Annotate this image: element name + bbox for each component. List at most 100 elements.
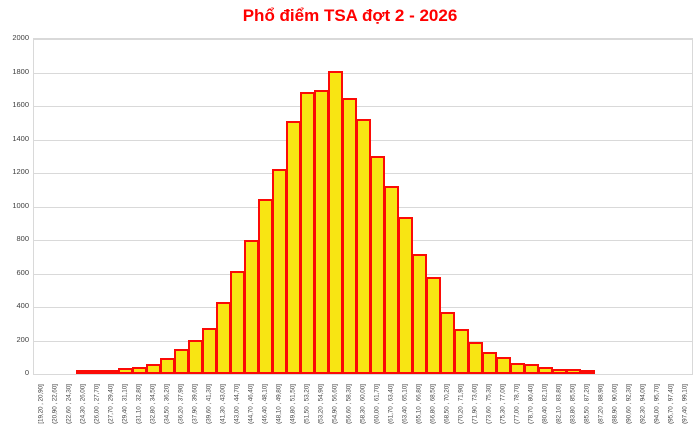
y-axis-tick-label: 1800 (12, 66, 29, 76)
x-axis-tick-label: (63,40 , 65,10] (401, 384, 409, 424)
x-axis-tick-label: [19,20 , 20,90] (37, 384, 45, 424)
x-axis-tick-label: (51,50 , 53,20] (303, 384, 311, 424)
histogram-bar (538, 367, 553, 374)
x-axis-tick-label: (39,60 , 41,30] (205, 384, 213, 424)
histogram-bar (244, 240, 259, 374)
y-axis-tick-label: 1600 (12, 100, 29, 109)
histogram-bar (90, 370, 105, 374)
histogram-bar (118, 368, 133, 374)
x-axis-tick-label: (58,30 , 60,00] (359, 384, 367, 424)
histogram-bar (482, 352, 497, 374)
histogram-bar (202, 328, 217, 374)
plot-area (33, 38, 693, 375)
x-axis-tick-label: (20,90 , 22,60] (51, 384, 59, 424)
histogram-bar (132, 367, 147, 374)
histogram-bar (160, 358, 175, 374)
x-axis-tick-label: (60,00 , 61,70] (373, 384, 381, 424)
x-axis-tick-label: (65,10 , 66,80] (415, 384, 423, 424)
x-axis-tick-label: (75,30 , 77,00] (499, 384, 507, 424)
x-axis-tick-label: (29,40 , 31,10] (121, 384, 129, 424)
x-axis-tick-label: (78,70 , 80,40] (527, 384, 535, 424)
x-axis-tick-label: (61,70 , 63,40] (387, 384, 395, 424)
histogram-bar (300, 92, 315, 374)
histogram-bar (258, 199, 273, 374)
histogram-bar (440, 312, 455, 374)
histogram-bar (454, 329, 469, 374)
x-axis-tick-label: (56,60 , 58,30] (345, 384, 353, 424)
x-axis-tick-label: (54,90 , 56,60] (331, 384, 339, 424)
histogram-bar (216, 302, 231, 374)
histogram-bar (524, 364, 539, 374)
histogram-bar (188, 340, 203, 374)
histogram-bar (566, 369, 581, 374)
gridline (34, 106, 692, 107)
y-axis-tick-label: 0 (24, 368, 29, 377)
x-axis-tick-label: (97,40 , 99,10] (681, 384, 689, 424)
histogram-bar (146, 364, 161, 374)
x-axis-tick-label: (26,00 , 27,70] (93, 384, 101, 424)
x-axis-tick-label: (90,60 , 92,30] (625, 384, 633, 424)
x-axis-tick-label: (92,30 , 94,00] (639, 384, 647, 424)
x-axis-tick-label: (66,80 , 68,50] (429, 384, 437, 424)
x-axis-tick-label: (48,10 , 49,80] (275, 384, 283, 424)
y-axis-tick-label: 2000 (12, 33, 29, 42)
y-axis-tick-label: 600 (16, 267, 29, 277)
histogram-bar (174, 349, 189, 374)
x-axis-tick-label: (43,00 , 44,70] (233, 384, 241, 424)
histogram-bar (272, 169, 287, 374)
chart-title: Phổ điểm TSA đợt 2 - 2026 (242, 6, 458, 25)
y-axis-tick-label: 200 (16, 334, 29, 344)
x-axis-tick-label: (95,70 , 97,40] (667, 384, 675, 424)
x-axis-tick-label: (22,60 , 24,30] (65, 384, 73, 424)
x-axis-tick-label: (49,80 , 51,50] (289, 384, 297, 424)
histogram-bar (104, 370, 119, 374)
x-axis-tick-label: (83,80 , 85,50] (569, 384, 577, 424)
x-axis-tick-label: (53,20 , 54,90] (317, 384, 325, 424)
histogram-bar (328, 71, 343, 374)
y-axis-tick-label: 800 (16, 234, 29, 243)
histogram-bar (496, 357, 511, 374)
histogram-bar (426, 277, 441, 374)
histogram-bar (510, 363, 525, 374)
x-axis-tick-label: (88,90 , 90,60] (611, 384, 619, 424)
x-axis-tick-label: (34,50 , 36,20] (163, 384, 171, 424)
histogram-bar (356, 119, 371, 374)
histogram-bar (412, 254, 427, 374)
gridline (34, 39, 692, 40)
histogram-bar (468, 342, 483, 374)
x-axis-tick-label: (31,10 , 32,80] (135, 384, 143, 424)
x-axis-tick-label: (46,40 , 48,10] (261, 384, 269, 424)
x-axis-tick-label: (27,70 , 29,40] (107, 384, 115, 424)
histogram-bar (230, 271, 245, 374)
x-axis-tick-label: (85,50 , 87,20] (583, 384, 591, 424)
y-axis-tick-label: 1200 (12, 167, 29, 176)
x-axis-tick-label: (41,30 , 43,00] (219, 384, 227, 424)
x-axis-tick-label: (73,60 , 75,30] (485, 384, 493, 424)
histogram-bar (286, 121, 301, 374)
x-axis-tick-label: (24,30 , 26,00] (79, 384, 87, 424)
histogram-bar (370, 156, 385, 374)
x-axis-tick-label: (37,90 , 39,60] (191, 384, 199, 424)
x-axis-tick-label: (87,20 , 88,90] (597, 384, 605, 424)
histogram-bar (342, 98, 357, 374)
x-axis-tick-label: (70,20 , 71,90] (457, 384, 465, 424)
x-axis-tick-label: (36,20 , 37,90] (177, 384, 185, 424)
x-axis-tick-label: (80,40 , 82,10] (541, 384, 549, 424)
histogram-bar (314, 90, 329, 374)
histogram-bar (580, 370, 595, 374)
histogram-bar (552, 369, 567, 374)
x-axis-tick-label: (44,70 , 46,40] (247, 384, 255, 424)
y-axis-tick-label: 1400 (12, 133, 29, 143)
y-axis-tick-label: 1000 (12, 200, 29, 210)
histogram-bar (398, 217, 413, 374)
x-axis-tick-label: (82,10 , 83,80] (555, 384, 563, 424)
gridline (34, 72, 692, 74)
x-axis-tick-label: (71,90 , 73,60] (471, 384, 479, 424)
histogram-bar (76, 370, 91, 374)
histogram-bar (384, 186, 399, 374)
y-axis-tick-label: 400 (16, 301, 29, 310)
x-axis-tick-label: (32,80 , 34,50] (149, 384, 157, 424)
x-axis-tick-label: (77,00 , 78,70] (513, 384, 521, 424)
x-axis-tick-label: (94,00 , 95,70] (653, 384, 661, 424)
